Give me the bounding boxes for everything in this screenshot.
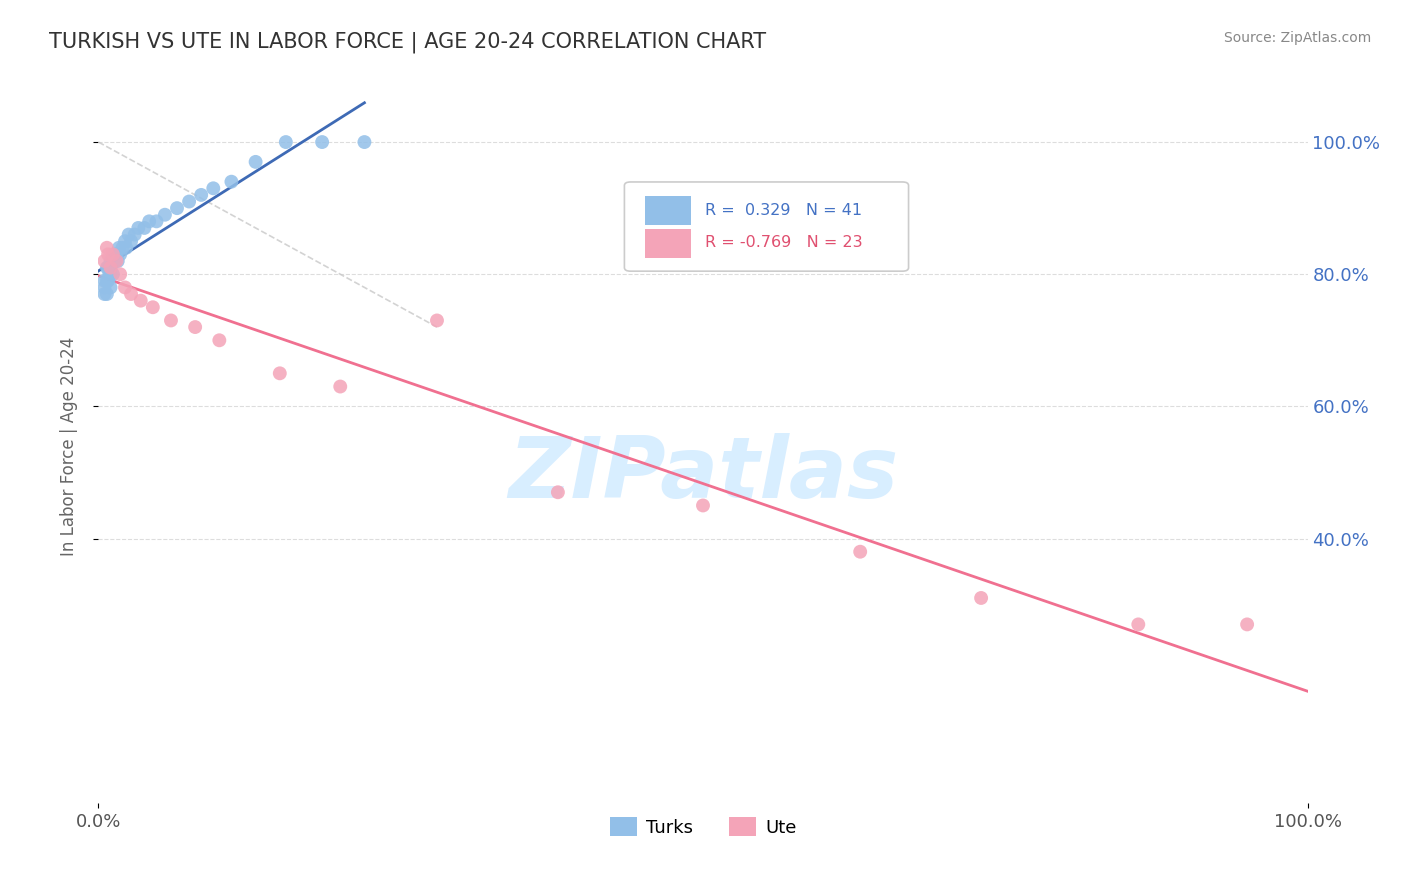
Point <box>129 293 152 308</box>
Point <box>202 181 225 195</box>
Point <box>160 313 183 327</box>
Point <box>970 591 993 605</box>
Point <box>145 214 167 228</box>
Point <box>100 267 122 281</box>
Point <box>108 241 131 255</box>
Point <box>98 267 121 281</box>
Point <box>692 499 714 513</box>
Point <box>93 287 115 301</box>
Point <box>93 274 115 288</box>
Point <box>101 247 124 261</box>
Point <box>142 300 165 314</box>
Point <box>97 247 120 261</box>
Point <box>96 260 118 275</box>
Point <box>103 247 125 261</box>
Text: R = -0.769   N = 23: R = -0.769 N = 23 <box>706 235 863 251</box>
Point <box>111 241 134 255</box>
Point <box>96 241 118 255</box>
Point <box>1128 617 1150 632</box>
Point <box>274 135 297 149</box>
Point <box>269 367 291 381</box>
Point <box>100 260 122 275</box>
Point <box>138 214 160 228</box>
Point <box>97 274 120 288</box>
Point <box>179 194 201 209</box>
Legend: Turks, Ute: Turks, Ute <box>602 810 804 844</box>
Point <box>114 234 136 248</box>
Point <box>120 234 142 248</box>
Point <box>426 313 449 327</box>
Point <box>311 135 333 149</box>
Point <box>153 208 176 222</box>
Point <box>101 267 124 281</box>
Text: TURKISH VS UTE IN LABOR FORCE | AGE 20-24 CORRELATION CHART: TURKISH VS UTE IN LABOR FORCE | AGE 20-2… <box>49 31 766 53</box>
Point <box>118 227 141 242</box>
Point <box>849 545 872 559</box>
FancyBboxPatch shape <box>645 229 690 258</box>
Point <box>96 274 118 288</box>
Point <box>115 241 138 255</box>
Point <box>127 221 149 235</box>
Point <box>93 254 115 268</box>
Point <box>114 280 136 294</box>
Point <box>353 135 375 149</box>
Point <box>100 254 122 268</box>
Point <box>107 254 129 268</box>
Point <box>134 221 156 235</box>
Point <box>245 154 267 169</box>
Point <box>120 287 142 301</box>
Point <box>221 175 243 189</box>
Point <box>190 188 212 202</box>
Point <box>547 485 569 500</box>
Point <box>105 254 128 268</box>
FancyBboxPatch shape <box>624 182 908 271</box>
Point <box>124 227 146 242</box>
Y-axis label: In Labor Force | Age 20-24: In Labor Force | Age 20-24 <box>59 336 77 556</box>
Text: R =  0.329   N = 41: R = 0.329 N = 41 <box>706 202 862 218</box>
Point <box>93 280 115 294</box>
Point <box>108 247 131 261</box>
Point <box>101 254 124 268</box>
Point <box>105 247 128 261</box>
Point <box>108 267 131 281</box>
Point <box>96 287 118 301</box>
Point <box>104 254 127 268</box>
Point <box>100 280 122 294</box>
Point <box>208 333 231 347</box>
Point <box>97 260 120 275</box>
Point <box>166 201 188 215</box>
Point <box>184 320 207 334</box>
Text: ZIPatlas: ZIPatlas <box>508 433 898 516</box>
Point <box>100 260 122 275</box>
Point <box>1236 617 1258 632</box>
FancyBboxPatch shape <box>645 196 690 225</box>
Text: Source: ZipAtlas.com: Source: ZipAtlas.com <box>1223 31 1371 45</box>
Point <box>329 379 352 393</box>
